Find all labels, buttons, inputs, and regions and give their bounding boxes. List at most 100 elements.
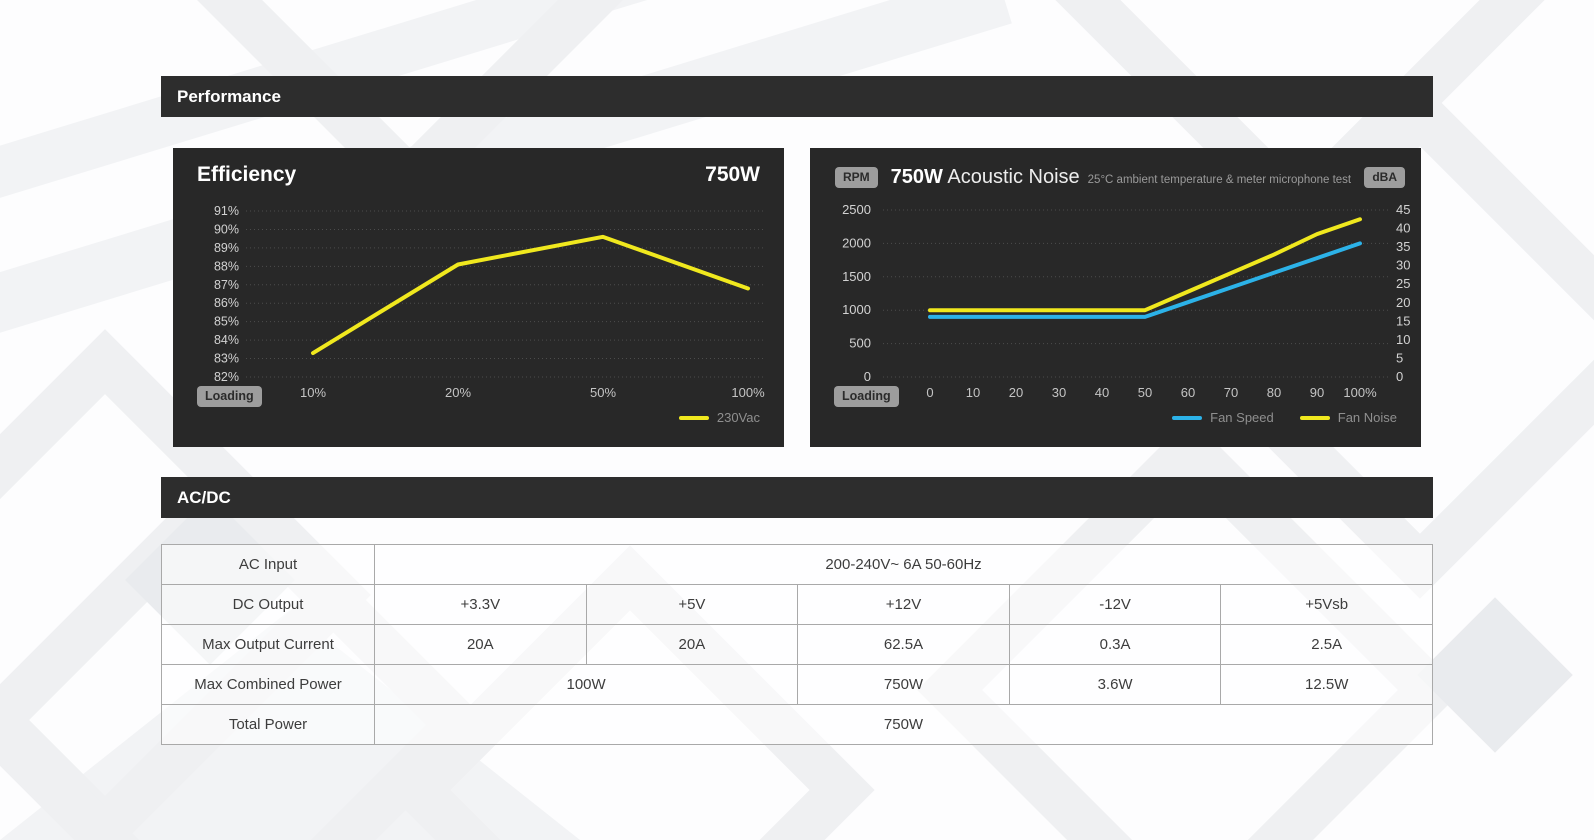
efficiency-legend: 230Vac <box>678 410 760 425</box>
efficiency-chart-panel: 91% 90% 89% 88% 87% 86% 85% 84% 83% 82% 10% 20% 50% 1… <box>173 148 784 447</box>
legend-swatch-fan-noise <box>1299 415 1330 420</box>
table-cell: 750W <box>374 704 1433 745</box>
svg-text:87%: 87% <box>214 278 239 292</box>
table-row: Max Combined Power 100W 750W 3.6W 12.5W <box>161 664 1433 705</box>
svg-text:10%: 10% <box>300 385 326 400</box>
table-cell: 750W <box>797 664 1010 705</box>
charts-row: 91% 90% 89% 88% 87% 86% 85% 84% 83% 82% 10% 20% 50% 1… <box>161 148 1433 447</box>
svg-text:90%: 90% <box>214 222 239 236</box>
acoustic-noise-title-text: Acoustic Noise <box>947 166 1080 188</box>
svg-text:45: 45 <box>1396 202 1410 217</box>
efficiency-plot: 91% 90% 89% 88% 87% 86% 85% 84% 83% 82% 10% 20% 50% 1… <box>214 204 765 400</box>
svg-text:2500: 2500 <box>842 202 871 217</box>
acoustic-noise-chart-title: 750W Acoustic Noise <box>891 166 1080 189</box>
table-row: DC Output +3.3V +5V +12V -12V +5Vsb <box>161 584 1433 625</box>
svg-text:100%: 100% <box>731 385 765 400</box>
svg-text:80: 80 <box>1267 385 1281 400</box>
table-cell: 20A <box>374 624 587 665</box>
acdc-section-title: AC/DC <box>177 488 231 507</box>
svg-text:60: 60 <box>1181 385 1195 400</box>
table-row-label: Max Combined Power <box>161 664 375 705</box>
acoustic-noise-subtitle: 25°C ambient temperature & meter microph… <box>1087 173 1352 186</box>
svg-text:84%: 84% <box>214 333 239 347</box>
table-row-label: DC Output <box>161 584 375 625</box>
svg-text:50%: 50% <box>590 385 616 400</box>
table-cell: 2.5A <box>1220 624 1433 665</box>
table-row-label: Max Output Current <box>161 624 375 665</box>
table-cell: 100W <box>373 664 799 705</box>
rpm-badge: RPM <box>835 167 878 188</box>
legend-item-fan-speed: Fan Speed <box>1172 410 1274 425</box>
performance-section-title: Performance <box>177 87 281 106</box>
table-cell: -12V <box>1008 584 1222 625</box>
table-row-label: Total Power <box>161 704 375 745</box>
table-cell: 3.6W <box>1008 664 1222 705</box>
table-cell: +12V <box>797 584 1010 625</box>
legend-label-fan-speed: Fan Speed <box>1210 410 1274 425</box>
svg-text:30: 30 <box>1052 385 1066 400</box>
dba-badge: dBA <box>1364 167 1405 188</box>
legend-label-fan-noise: Fan Noise <box>1337 410 1397 425</box>
svg-text:1000: 1000 <box>842 302 871 317</box>
svg-text:0: 0 <box>1396 369 1403 384</box>
efficiency-loading-badge: Loading <box>197 386 262 407</box>
table-row: AC Input 200-240V~ 6A 50-60Hz <box>161 544 1433 585</box>
acoustic-noise-legend: Fan Speed Fan Noise <box>1172 410 1397 425</box>
table-row: Max Output Current 20A 20A 62.5A 0.3A 2.5A <box>161 624 1433 665</box>
efficiency-wattage-label: 750W <box>705 163 760 186</box>
svg-text:10: 10 <box>1396 332 1410 347</box>
table-cell: 0.3A <box>1008 624 1222 665</box>
svg-text:30: 30 <box>1396 258 1410 273</box>
legend-swatch-fan-speed <box>1172 415 1203 420</box>
legend-item-fan-noise: Fan Noise <box>1299 410 1397 425</box>
svg-text:86%: 86% <box>214 296 239 310</box>
table-cell: +5V <box>585 584 799 625</box>
acoustic-noise-chart-panel: 2500 2000 1500 1000 500 0 45 40 35 30 25 20 15 10 5 0 0 1… <box>810 148 1421 447</box>
acoustic-noise-wattage-label: 750W <box>890 166 943 188</box>
svg-text:89%: 89% <box>214 241 239 255</box>
svg-text:40: 40 <box>1396 221 1410 236</box>
svg-text:20: 20 <box>1396 295 1410 310</box>
svg-text:90: 90 <box>1310 385 1324 400</box>
legend-label-230vac: 230Vac <box>716 410 760 425</box>
svg-text:50: 50 <box>1138 385 1152 400</box>
performance-section-header: Performance <box>161 76 1433 117</box>
svg-text:2000: 2000 <box>842 235 871 250</box>
legend-swatch-230vac <box>678 415 709 420</box>
efficiency-chart-title: Efficiency <box>197 163 297 186</box>
svg-text:25: 25 <box>1396 276 1410 291</box>
svg-text:91%: 91% <box>214 204 239 218</box>
svg-text:15: 15 <box>1396 313 1410 328</box>
svg-text:35: 35 <box>1396 239 1410 254</box>
acoustic-noise-loading-badge: Loading <box>834 386 899 407</box>
table-cell: 12.5W <box>1220 664 1433 705</box>
svg-text:0: 0 <box>926 385 933 400</box>
svg-text:5: 5 <box>1396 350 1403 365</box>
table-row: Total Power 750W <box>161 704 1433 745</box>
svg-text:83%: 83% <box>214 352 239 366</box>
spec-table: AC Input 200-240V~ 6A 50-60Hz DC Output +3.… <box>161 544 1433 745</box>
svg-text:20%: 20% <box>445 385 471 400</box>
efficiency-chart-header: Efficiency 750W <box>197 163 760 187</box>
legend-item-230vac: 230Vac <box>678 410 760 425</box>
svg-text:0: 0 <box>864 369 871 384</box>
table-cell: 20A <box>585 624 799 665</box>
svg-text:100%: 100% <box>1343 385 1377 400</box>
acoustic-noise-chart-header: RPM 750W Acoustic Noise 25°C ambient tem… <box>835 166 1405 189</box>
svg-text:10: 10 <box>966 385 980 400</box>
svg-text:40: 40 <box>1095 385 1109 400</box>
svg-text:500: 500 <box>849 336 871 351</box>
table-cell: +5Vsb <box>1220 584 1433 625</box>
svg-text:82%: 82% <box>214 370 239 384</box>
page-content: Performance 91% 90% 89% 88% 87% 86% 85% 84% 83% 8… <box>161 0 1433 745</box>
svg-text:85%: 85% <box>214 315 239 329</box>
acdc-section-header: AC/DC <box>161 477 1433 518</box>
table-cell: +3.3V <box>374 584 587 625</box>
svg-text:88%: 88% <box>214 259 239 273</box>
table-cell: 62.5A <box>797 624 1010 665</box>
table-row-label: AC Input <box>161 544 375 585</box>
table-cell: 200-240V~ 6A 50-60Hz <box>374 544 1433 585</box>
spec-table-body: AC Input 200-240V~ 6A 50-60Hz DC Output +3.… <box>161 544 1433 745</box>
svg-text:1500: 1500 <box>842 269 871 284</box>
